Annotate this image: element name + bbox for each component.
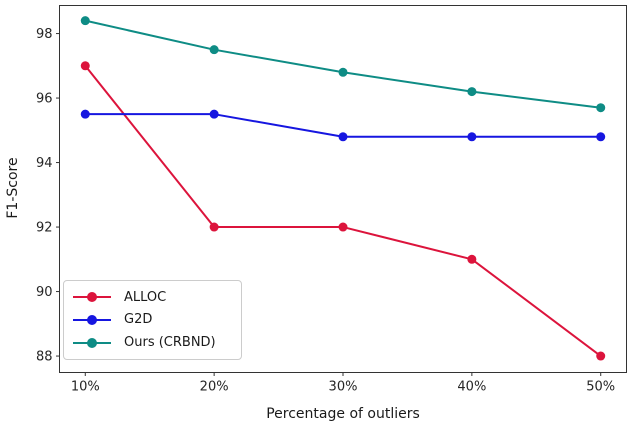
data-point-marker xyxy=(596,351,606,361)
legend-label: G2D xyxy=(124,312,153,328)
data-point-marker xyxy=(209,45,219,55)
y-tick-label: 92 xyxy=(36,221,53,236)
data-point-marker xyxy=(596,132,606,142)
x-tick-label: 20% xyxy=(200,380,229,395)
legend-item-alloc: ALLOC xyxy=(73,290,232,305)
x-tick-label: 10% xyxy=(71,380,100,395)
legend-line-sample xyxy=(73,292,111,303)
y-tick-label: 94 xyxy=(36,156,53,171)
legend-item-g2d: G2D xyxy=(73,312,232,327)
data-point-marker xyxy=(596,103,606,113)
legend-line-sample xyxy=(73,337,111,348)
legend-marker-icon xyxy=(87,337,97,348)
data-point-marker xyxy=(209,222,219,232)
x-axis-label: Percentage of outliers xyxy=(266,406,420,422)
legend-item-ours-crbnd: Ours (CRBND) xyxy=(73,335,232,350)
legend-marker-icon xyxy=(87,314,97,325)
x-tick-label: 50% xyxy=(586,380,615,395)
data-point-marker xyxy=(80,109,90,119)
legend-label: ALLOC xyxy=(124,289,167,305)
y-tick-label: 88 xyxy=(36,350,53,365)
series-line-ours-crbnd- xyxy=(85,19,601,109)
data-point-marker xyxy=(467,132,477,142)
data-point-marker xyxy=(80,61,90,71)
legend-marker-icon xyxy=(87,292,97,303)
legend-line-sample xyxy=(73,314,111,325)
y-tick-label: 96 xyxy=(36,92,53,107)
data-point-marker xyxy=(80,16,90,26)
y-tick-label: 90 xyxy=(36,285,53,300)
y-tick-label: 98 xyxy=(36,27,53,42)
data-point-marker xyxy=(209,109,219,119)
data-point-marker xyxy=(338,222,348,232)
data-point-marker xyxy=(467,254,477,264)
x-tick-label: 40% xyxy=(457,380,486,395)
data-point-marker xyxy=(467,87,477,97)
y-axis-label: F1-Score xyxy=(5,157,21,219)
data-point-marker xyxy=(338,132,348,142)
legend-label: Ours (CRBND) xyxy=(124,335,216,351)
data-point-marker xyxy=(338,67,348,77)
x-tick-label: 30% xyxy=(329,380,358,395)
legend: ALLOC G2D Ours (CRBND) xyxy=(63,280,242,360)
